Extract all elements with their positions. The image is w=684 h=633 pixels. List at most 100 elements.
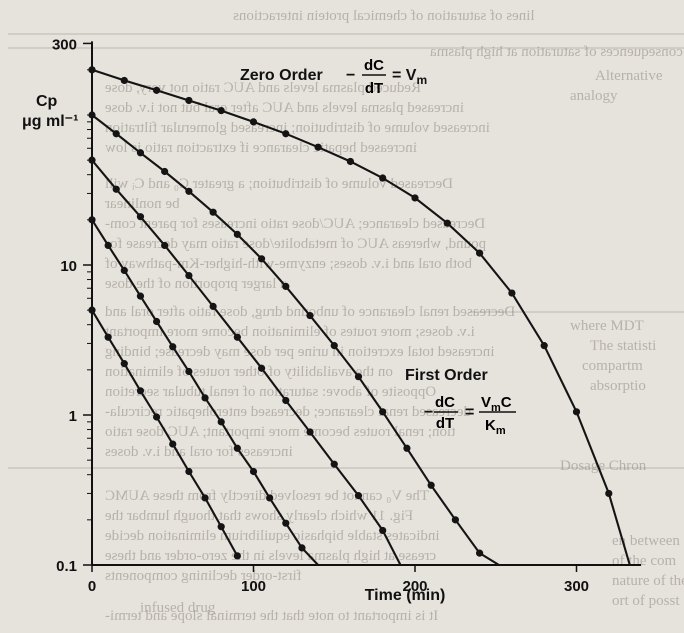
x-tick-label: 0 — [88, 578, 96, 595]
data-point-marker — [201, 394, 209, 402]
data-point-marker — [540, 342, 548, 350]
mirrored-background-text-line: i.v. doses; more routes of elimination b… — [104, 324, 475, 340]
data-point-marker — [136, 149, 145, 157]
data-point-marker — [217, 418, 225, 426]
data-point-marker — [185, 187, 193, 195]
data-point-marker — [605, 489, 613, 498]
first-order-rhs-num-main: V — [481, 394, 491, 411]
data-point-marker — [233, 552, 241, 560]
data-point-marker — [233, 333, 241, 341]
series-line-5 — [91, 309, 239, 557]
data-point-marker — [136, 292, 145, 300]
data-point-marker — [411, 194, 419, 202]
data-point-marker — [249, 467, 258, 476]
data-point-marker — [330, 460, 338, 468]
y-axis-units: μg ml⁻¹ — [22, 113, 78, 130]
mirrored-background-text-line: increased volume of distribution; increa… — [105, 120, 490, 136]
mirrored-background-text-line: Fig. 11 which clearly shows that though … — [105, 508, 413, 524]
data-point-marker — [379, 408, 387, 416]
mirrored-background-text-line: tion; renal routes become more important… — [105, 424, 455, 440]
axis-ticks — [83, 42, 578, 572]
data-point-marker — [88, 306, 96, 314]
data-point-marker — [209, 302, 217, 310]
data-point-marker — [346, 157, 354, 166]
mirrored-background-text-line: Opposite of above: saturation of renal t… — [105, 384, 437, 400]
data-point-marker — [379, 526, 387, 535]
data-point-marker — [136, 213, 145, 221]
data-point-marker — [201, 494, 209, 502]
x-tick-label: 100 — [241, 578, 266, 595]
data-point-marker — [330, 342, 338, 350]
data-point-marker — [298, 544, 306, 552]
background-text-line: ort of posst — [612, 593, 680, 609]
x-tick-label: 200 — [402, 578, 427, 595]
background-text-line: analogy — [570, 88, 618, 104]
y-axis-label: Cp — [36, 93, 58, 110]
first-order-fraction-denominator: dT — [436, 415, 454, 432]
data-point-marker — [161, 241, 169, 250]
data-point-marker — [185, 467, 193, 476]
first-order-rhs-num-tail: C — [501, 394, 512, 411]
data-point-marker — [306, 311, 314, 320]
data-point-marker — [217, 106, 225, 115]
data-point-marker — [379, 174, 387, 182]
background-text-line: nature of the — [612, 573, 684, 589]
data-point-marker — [572, 408, 581, 416]
data-point-marker — [209, 208, 217, 216]
data-point-marker — [169, 440, 177, 448]
zero-order-label: Zero Order — [240, 67, 323, 84]
data-point-marker — [282, 130, 290, 138]
zero-order-annotation: Zero Order − dC dT = Vm — [240, 57, 427, 97]
mirrored-background-text-line: on the availability of other routes of e… — [105, 364, 393, 380]
first-order-rhs-num-sub: m — [491, 402, 501, 414]
mirrored-background-text-line: pound, whereas AUC of metabolite/dose ra… — [105, 236, 486, 252]
data-point-marker — [88, 66, 96, 74]
mirrored-background-text-line: Decreased clearance; AUC/dose ratio incr… — [105, 216, 485, 232]
data-point-marker — [120, 76, 128, 85]
data-point-marker — [120, 360, 128, 368]
mirrored-background-text-line: Reduced plasma levels and AUC ratio not … — [105, 80, 421, 96]
mirrored-background-text-line: increased plasma levels and AUC after or… — [105, 100, 464, 116]
data-point-marker — [282, 282, 290, 291]
first-order-rhs-den-sub: m — [496, 425, 506, 437]
y-tick-label: 10 — [60, 258, 77, 275]
x-axis-label: Time (min) — [365, 587, 446, 604]
data-point-marker — [169, 343, 177, 351]
data-point-marker — [249, 118, 258, 126]
background-text-line: compartm — [582, 358, 643, 374]
first-order-rhs-denominator: Km — [485, 417, 506, 437]
data-point-marker — [403, 444, 411, 452]
mirrored-background-text-line: both oral and i.v. doses; enzyme-with-hi… — [105, 256, 472, 272]
data-point-marker — [233, 444, 241, 452]
mirrored-background-text-line: lines of saturation of chemical protein … — [233, 8, 535, 24]
data-point-marker — [88, 216, 96, 224]
series-line-2 — [91, 114, 500, 566]
data-point-marker — [266, 494, 274, 502]
data-point-marker — [153, 413, 161, 421]
data-point-marker — [306, 428, 314, 436]
data-point-marker — [88, 111, 96, 119]
zero-order-fraction-denominator: dT — [365, 80, 383, 97]
data-point-marker — [153, 86, 161, 94]
data-point-marker — [185, 96, 193, 105]
zero-order-rhs-subscript: m — [416, 73, 427, 87]
data-point-marker — [161, 167, 169, 176]
data-point-marker — [451, 516, 459, 524]
data-point-marker — [476, 249, 484, 257]
data-point-marker — [508, 289, 516, 297]
data-point-marker — [136, 387, 145, 395]
data-point-marker — [112, 130, 120, 138]
first-order-minus-sign: − — [424, 404, 433, 421]
background-text-line: where MDT — [570, 318, 644, 334]
mirrored-background-text-line: crease at high plasma levels in the zero… — [105, 548, 436, 564]
mirrored-background-text-line: Decreased volume of distribution; a grea… — [105, 176, 453, 192]
first-order-equals: = — [465, 404, 474, 421]
series-line-1 — [91, 68, 631, 566]
y-tick-label: 1 — [69, 408, 77, 425]
data-point-marker — [185, 271, 193, 280]
series-markers — [88, 66, 613, 560]
zero-order-rhs: = Vm — [392, 67, 427, 87]
data-point-marker — [104, 333, 112, 341]
zero-order-rhs-main: = V — [392, 67, 417, 84]
series-lines — [91, 68, 631, 566]
